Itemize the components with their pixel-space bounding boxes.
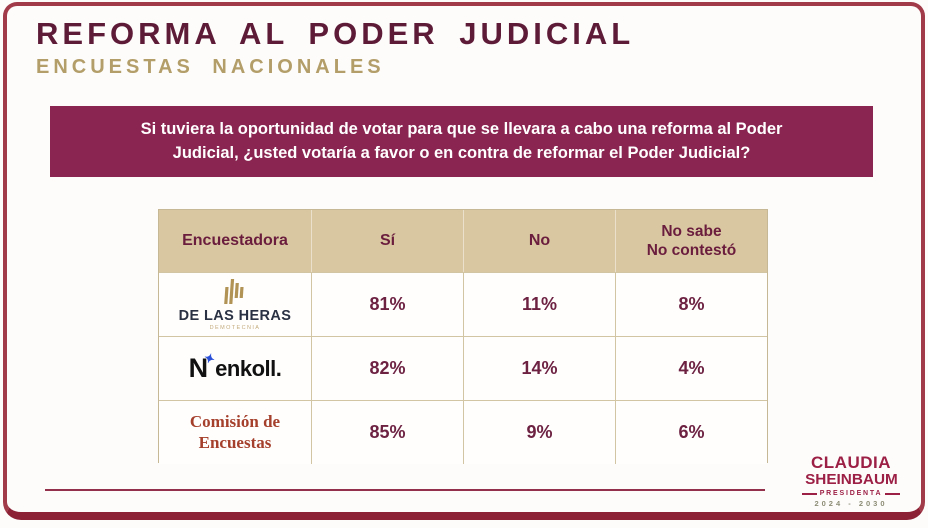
cell-de-las-heras-no: 11%: [463, 272, 615, 336]
cell-de-las-heras-si: 81%: [311, 272, 463, 336]
presidenta-label: PRESIDENTA: [819, 490, 883, 497]
enkoll-wordmark: enkoll.: [215, 355, 282, 381]
table-row-pollster-enkoll: N ✦ enkoll.: [159, 336, 311, 400]
cell-de-las-heras-nosabe: 8%: [615, 272, 767, 336]
value-de-las-heras-si: 81%: [369, 294, 406, 314]
enkoll-n-mark-icon: N ✦: [188, 349, 218, 383]
de-las-heras-logo: DE LAS HERAS DEMOTECNIA: [179, 278, 292, 331]
presidenta-left-dash: [801, 492, 817, 495]
cell-comision-no: 9%: [463, 400, 615, 464]
column-header-no-sabe: No sabe No contestó: [615, 210, 767, 272]
cell-enkoll-si: 82%: [311, 336, 463, 400]
cell-enkoll-no: 14%: [463, 336, 615, 400]
claudia-name-line1: CLAUDIA: [811, 453, 891, 472]
value-enkoll-no: 14%: [521, 358, 558, 378]
column-header-no: No: [463, 210, 615, 272]
cell-comision-nosabe: 6%: [615, 400, 767, 464]
comision-line1: Comisión de: [189, 412, 281, 432]
value-enkoll-nosabe: 4%: [678, 358, 705, 378]
value-de-las-heras-nosabe: 8%: [678, 294, 705, 314]
column-header-no-sabe-line2: No contestó: [646, 242, 737, 259]
cell-comision-si: 85%: [311, 400, 463, 464]
value-comision-si: 85%: [369, 422, 406, 442]
cell-enkoll-nosabe: 4%: [615, 336, 767, 400]
question-line-2: Judicial, ¿usted votaría a favor o en co…: [172, 143, 751, 162]
question-banner: Si tuviera la oportunidad de votar para …: [50, 106, 873, 177]
footer-divider-line: [45, 489, 765, 491]
comision-de-encuestas-label: Comisión de Encuestas: [190, 412, 280, 453]
presidenta-right-dash: [885, 492, 901, 495]
page-subtitle: ENCUESTAS NACIONALES: [36, 56, 385, 78]
value-comision-no: 9%: [526, 422, 553, 442]
value-enkoll-si: 82%: [369, 358, 406, 378]
claudia-name-line2: SHEINBAUM: [804, 471, 898, 488]
page-title: REFORMA AL PODER JUDICIAL: [36, 16, 635, 51]
question-line-1: Si tuviera la oportunidad de votar para …: [140, 120, 783, 139]
table-row-pollster-de-las-heras: DE LAS HERAS DEMOTECNIA: [159, 272, 311, 336]
de-las-heras-bars-icon: [220, 278, 250, 306]
enkoll-logo: N ✦ enkoll.: [188, 349, 282, 383]
claudia-sheinbaum-logo: CLAUDIA SHEINBAUM PRESIDENTA 2024 - 2030: [801, 453, 901, 508]
comision-line2: Encuestas: [198, 432, 272, 452]
term-years-label: 2024 - 2030: [814, 499, 888, 508]
de-las-heras-wordmark: DE LAS HERAS: [178, 308, 292, 324]
value-de-las-heras-no: 11%: [521, 294, 558, 314]
column-header-si: Sí: [311, 210, 463, 272]
column-header-no-sabe-line1: No sabe: [661, 222, 722, 240]
de-las-heras-subtext: DEMOTECNIA: [209, 324, 261, 331]
table-row-pollster-comision: Comisión de Encuestas: [159, 400, 311, 464]
presidenta-line: PRESIDENTA: [801, 490, 901, 497]
value-comision-nosabe: 6%: [678, 422, 705, 442]
column-header-encuestadora: Encuestadora: [159, 210, 311, 272]
poll-results-table: Encuestadora Sí No No sabe No contestó: [158, 209, 768, 464]
